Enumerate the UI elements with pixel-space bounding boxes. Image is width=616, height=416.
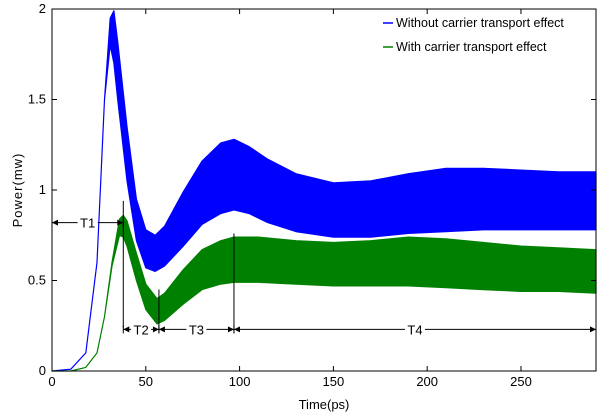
arrow-head-left (52, 219, 58, 226)
legend-label-1: Without carrier transport effect (396, 16, 564, 30)
x-axis-title: Time(ps) (299, 397, 350, 412)
x-tick-label: 250 (510, 374, 532, 389)
x-tick-label: 200 (416, 374, 438, 389)
x-tick-label: 150 (323, 374, 345, 389)
legend-label-2: With carrier transport effect (396, 40, 547, 54)
interval-label-t2: T2 (134, 322, 149, 337)
interval-label-t4: T4 (407, 322, 422, 337)
legend: Without carrier transport effect With car… (383, 16, 564, 54)
y-tick-label: 0 (39, 363, 46, 378)
arrow-head-right (152, 326, 159, 333)
arrow-head-left (233, 326, 240, 333)
y-tick-label: 2 (39, 1, 46, 16)
interval-label-bg (186, 321, 207, 338)
interval-label-bg (77, 214, 98, 231)
interval-t1: T1 (51, 214, 124, 231)
interval-label-bg (404, 321, 425, 338)
interval-t4: T4 (233, 321, 597, 338)
arrow-head-right (227, 326, 234, 333)
interval-t3: T3 (158, 321, 235, 338)
y-tick-label: 1.5 (28, 92, 46, 107)
x-tick-label: 0 (48, 374, 55, 389)
arrow-head-left (123, 326, 130, 333)
y-tick-label: 0.5 (28, 273, 46, 288)
interval-label-t3: T3 (189, 322, 204, 337)
plot-area: T1 T2 T3 T4 (51, 10, 597, 372)
arrow-head-right (590, 326, 596, 333)
arrow-head-left (158, 326, 165, 333)
interval-label-t1: T1 (80, 216, 95, 231)
interval-label-bg (131, 321, 152, 338)
x-tick-label: 100 (229, 374, 251, 389)
series-band-2 (51, 214, 597, 372)
interval-t2: T2 (122, 321, 160, 338)
arrow-head-right (117, 219, 124, 226)
axes: 0 50 100 150 200 250 0 0.5 1 1.5 2 Time(ps) Power(mw… (10, 1, 597, 412)
y-axis-title: Power(mw) (10, 153, 25, 228)
y-tick-label: 1 (39, 182, 46, 197)
series-band-1 (51, 10, 597, 372)
x-tick-label: 50 (139, 374, 153, 389)
